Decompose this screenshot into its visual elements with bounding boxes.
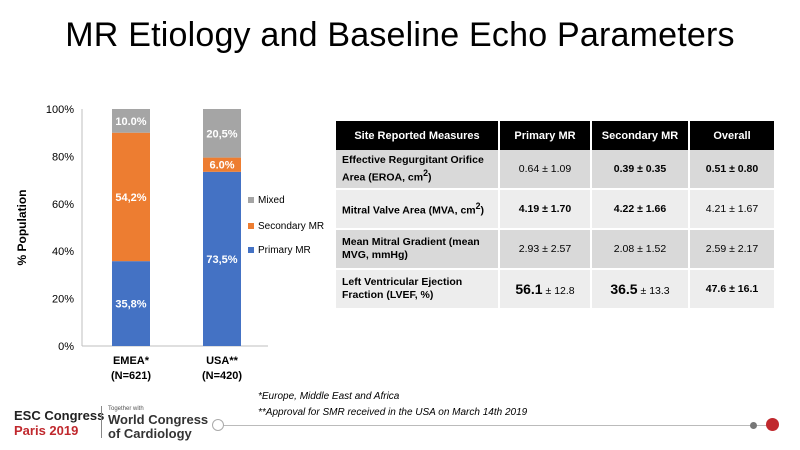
data-label: 54,2%: [115, 192, 146, 204]
measure-value: 4.21 ± 1.67: [690, 190, 774, 230]
x-tick-sublabel: (N=621): [111, 370, 151, 382]
header-overall: Overall: [690, 121, 774, 150]
footnote-usa: **Approval for SMR received in the USA o…: [258, 407, 528, 418]
legend-label: Mixed: [258, 195, 285, 206]
data-label: 73,5%: [206, 254, 237, 266]
footer-dot-red: [766, 418, 779, 431]
measure-value: 2.08 ± 1.52: [592, 230, 690, 270]
y-tick-label: 0%: [58, 341, 74, 353]
measure-label: Mean Mitral Gradient (mean MVG, mmHg): [336, 230, 500, 270]
footer-dot-gray: [750, 422, 757, 429]
esc-paris-text: Paris 2019: [14, 423, 79, 438]
table-header-row: Site Reported Measures Primary MR Second…: [336, 121, 774, 150]
measure-value: 0.39 ± 0.35: [592, 150, 690, 190]
measure-value: 36.5 ± 13.3: [592, 270, 690, 310]
echo-parameters-table: Site Reported Measures Primary MR Second…: [336, 121, 774, 310]
measure-label: Left Ventricular Ejection Fraction (LVEF…: [336, 270, 500, 310]
measure-value: 2.93 ± 2.57: [500, 230, 592, 270]
bar-segment: [112, 109, 150, 133]
bar-segment: [203, 171, 241, 346]
stacked-bar-chart: 0% 20% 40% 60% 80% 100% % Population 35,8% 54,2%…: [15, 104, 324, 382]
footer-divider: [101, 406, 102, 438]
measure-value: 2.59 ± 2.17: [690, 230, 774, 270]
bar-segment: [203, 109, 241, 158]
table-row: Mitral Valve Area (MVA, cm2) 4.19 ± 1.70 4…: [336, 190, 774, 230]
measure-value: 0.51 ± 0.80: [690, 150, 774, 190]
bar-segment: [112, 132, 150, 262]
slide-title: MR Etiology and Baseline Echo Parameters: [65, 16, 735, 54]
data-label: 10.0%: [115, 116, 146, 128]
esc-congress-logo: ESC Congress Paris 2019: [14, 408, 104, 438]
legend-label: Primary MR: [258, 245, 311, 256]
bar-segment: [112, 261, 150, 346]
measure-value: 4.19 ± 1.70: [500, 190, 592, 230]
y-tick-label: 20%: [52, 294, 74, 306]
y-tick-label: 60%: [52, 199, 74, 211]
header-measures: Site Reported Measures: [336, 121, 500, 150]
x-tick-sublabel: (N=420): [202, 370, 242, 382]
world-congress-text: World Congress: [108, 412, 209, 427]
footer-dot-hollow: [212, 419, 224, 431]
table-row: Left Ventricular Ejection Fraction (LVEF…: [336, 270, 774, 310]
data-label: 6.0%: [209, 160, 234, 172]
table-row: Effective Regurgitant Orifice Area (EROA…: [336, 150, 774, 190]
footnotes: *Europe, Middle East and Africa **Approv…: [258, 389, 527, 421]
header-primary-mr: Primary MR: [500, 121, 592, 150]
legend-swatch: [248, 223, 254, 229]
world-congress-logo: Together with World Congress of Cardiolo…: [108, 405, 208, 441]
footer-line: [218, 425, 768, 426]
y-axis-label: % Population: [15, 190, 29, 266]
table-row: Mean Mitral Gradient (mean MVG, mmHg) 2.9…: [336, 230, 774, 270]
measure-value: 4.22 ± 1.66: [592, 190, 690, 230]
measure-value: 47.6 ± 16.1: [690, 270, 774, 310]
measure-value: 0.64 ± 1.09: [500, 150, 592, 190]
header-secondary-mr: Secondary MR: [592, 121, 690, 150]
legend-label: Secondary MR: [258, 221, 324, 232]
legend-swatch: [248, 247, 254, 253]
y-tick-label: 100%: [46, 104, 74, 116]
x-tick-label: USA**: [206, 355, 239, 367]
esc-congress-text: ESC Congress: [14, 408, 105, 423]
data-label: 20,5%: [206, 128, 237, 140]
measure-value: 56.1 ± 12.8: [500, 270, 592, 310]
data-label: 35,8%: [115, 299, 146, 311]
together-with-text: Together with: [108, 406, 144, 412]
measure-label: Effective Regurgitant Orifice Area (EROA…: [336, 150, 500, 190]
footnote-emea: *Europe, Middle East and Africa: [258, 391, 400, 402]
of-cardiology-text: of Cardiology: [108, 426, 192, 441]
legend-swatch: [248, 197, 254, 203]
bar-segment: [203, 157, 241, 172]
x-tick-label: EMEA*: [113, 355, 150, 367]
y-tick-label: 40%: [52, 246, 74, 258]
y-tick-label: 80%: [52, 151, 74, 163]
measure-label: Mitral Valve Area (MVA, cm2): [336, 190, 500, 230]
